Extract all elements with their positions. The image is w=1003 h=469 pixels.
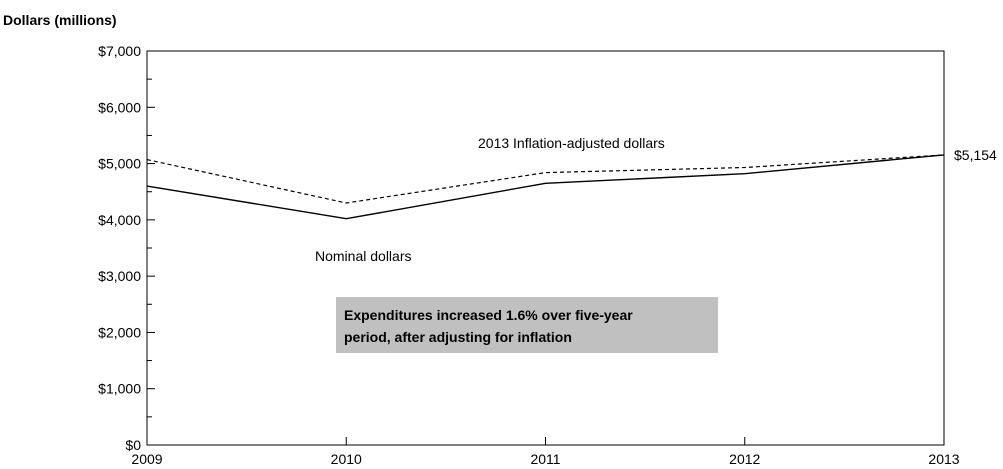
note-box (336, 297, 718, 353)
end-value-label: $5,154 (954, 147, 997, 163)
y-tick-label: $3,000 (98, 268, 141, 284)
y-tick-label: $1,000 (98, 381, 141, 397)
note-line-1: Expenditures increased 1.6% over five-ye… (344, 307, 633, 323)
y-tick-label: $6,000 (98, 99, 141, 115)
x-tick-label: 2013 (928, 451, 959, 467)
x-tick-label: 2010 (331, 451, 362, 467)
y-tick-label: $5,000 (98, 156, 141, 172)
x-axis-ticks (345, 437, 746, 445)
x-tick-label: 2011 (530, 451, 560, 467)
x-tick-label: 2012 (729, 451, 760, 467)
series-label-nominal: Nominal dollars (315, 248, 411, 264)
y-tick-label: $0 (125, 437, 141, 453)
series-line-nominal (146, 154, 945, 220)
y-tick-label: $2,000 (98, 324, 141, 340)
y-axis-title: Dollars (millions) (3, 12, 117, 28)
note-line-2: period, after adjusting for inflation (344, 329, 572, 345)
y-tick-label: $4,000 (98, 212, 141, 228)
y-tick-label: $7,000 (98, 43, 141, 59)
x-tick-label: 2009 (131, 451, 162, 467)
y-axis-tick-labels: $0 $1,000 $2,000 $3,000 $4,000 $5,000 $6,000 $7… (98, 43, 141, 453)
plot-area-frame (146, 50, 945, 446)
series-label-inflation-adjusted: 2013 Inflation-adjusted dollars (478, 135, 665, 151)
x-axis-tick-labels: 2009 2010 2011 2012 2013 (131, 451, 959, 467)
y-axis-ticks (147, 50, 155, 446)
series-line-inflation-adjusted (146, 154, 945, 204)
